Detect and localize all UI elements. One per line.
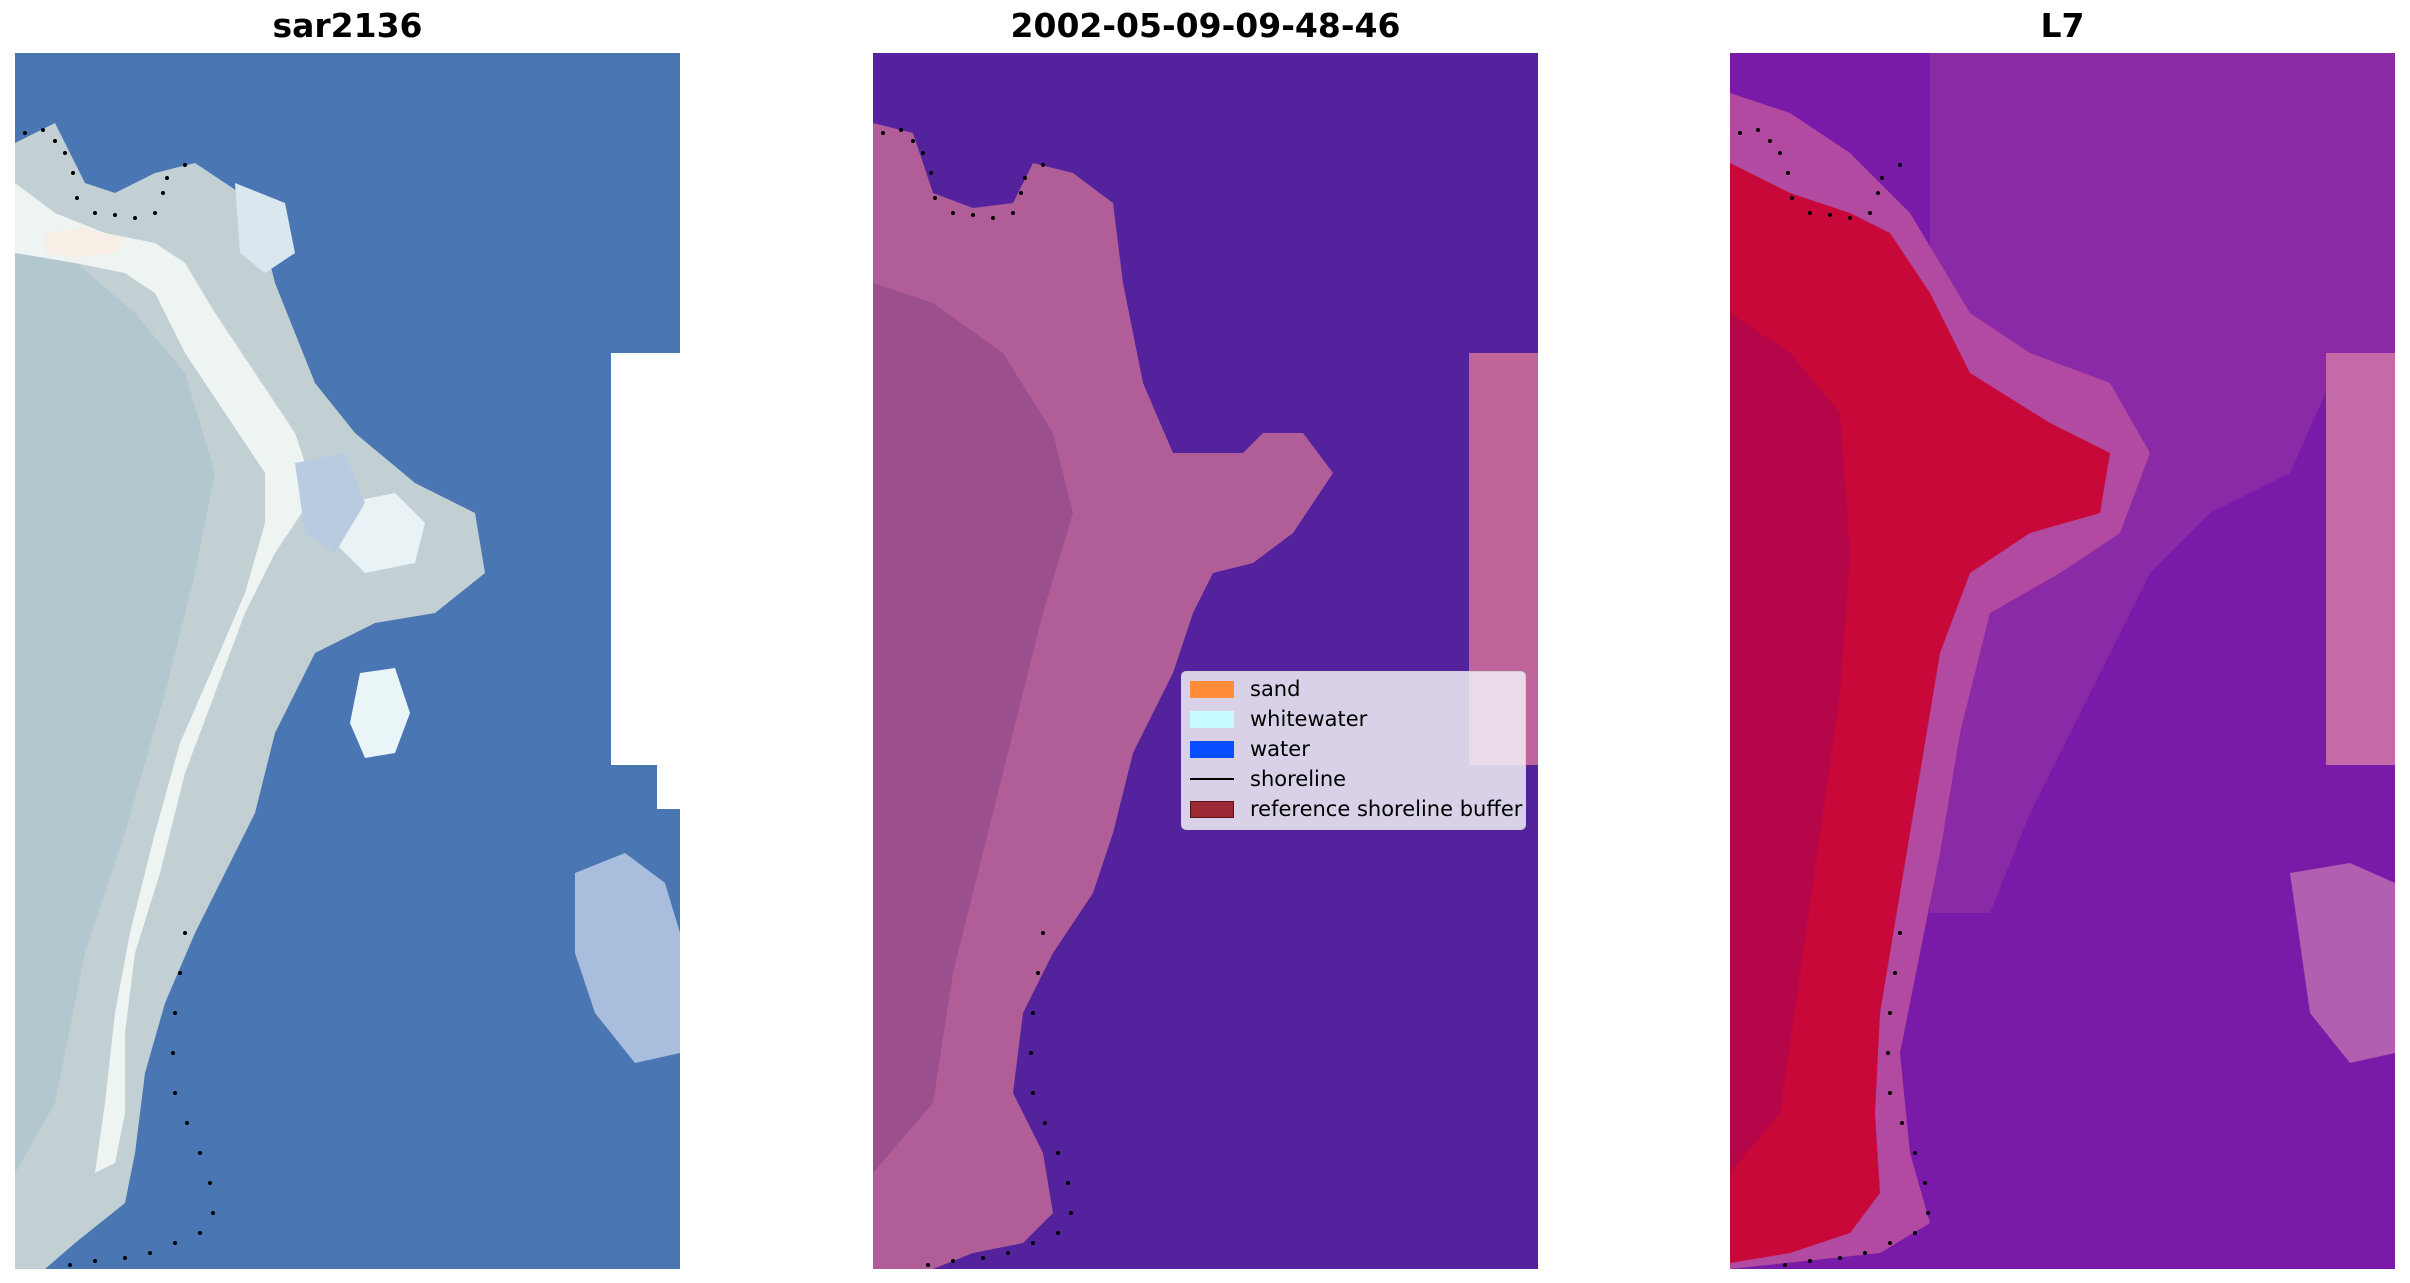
water-swatch-icon xyxy=(1190,740,1234,758)
legend-item-whitewater: whitewater xyxy=(1190,706,1367,732)
classification-image-panel xyxy=(873,53,1538,1269)
legend-label-sand: sand xyxy=(1250,677,1301,701)
legend: sand whitewater water shoreline referenc… xyxy=(1181,671,1526,830)
legend-label-water: water xyxy=(1250,737,1310,761)
classification-image xyxy=(873,53,1538,1269)
rgb-image-panel xyxy=(15,53,680,1269)
legend-label-shoreline: shoreline xyxy=(1250,767,1347,791)
panel-title-index: L7 xyxy=(2040,6,2085,45)
rgb-image xyxy=(15,53,680,1269)
index-image xyxy=(1730,53,2395,1269)
legend-item-sand: sand xyxy=(1190,676,1300,702)
legend-item-shoreline: shoreline xyxy=(1190,766,1346,792)
legend-item-water: water xyxy=(1190,736,1310,762)
legend-label-whitewater: whitewater xyxy=(1250,707,1368,731)
whitewater-swatch-icon xyxy=(1190,710,1234,728)
legend-label-reference-buffer: reference shoreline buffer xyxy=(1250,797,1523,821)
sand-swatch-icon xyxy=(1190,680,1234,698)
legend-item-reference-buffer: reference shoreline buffer xyxy=(1190,796,1522,822)
shoreline-line-icon xyxy=(1190,778,1234,780)
reference-buffer-swatch-icon xyxy=(1190,800,1234,818)
panel-title-classification: 2002-05-09-09-48-46 xyxy=(1010,6,1401,45)
panel-title-rgb: sar2136 xyxy=(272,6,423,45)
index-image-panel xyxy=(1730,53,2395,1269)
